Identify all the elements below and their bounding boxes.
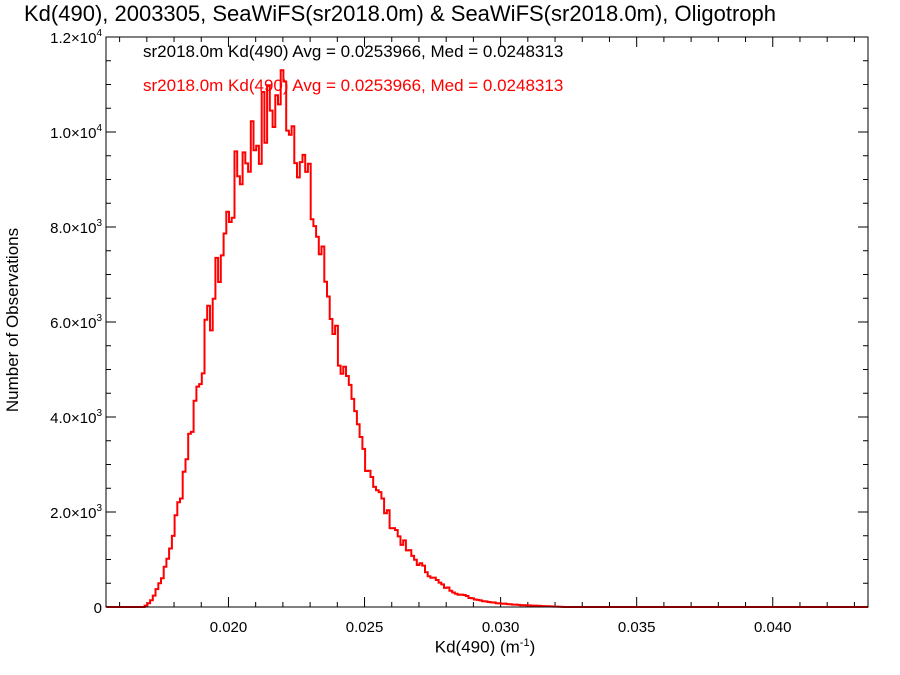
- y-tick-label: 4.0×103: [50, 408, 102, 427]
- x-tick-label: 0.035: [618, 619, 656, 636]
- histogram-series-line: [106, 69, 868, 608]
- y-tick-mantissa: 6.0×10: [50, 315, 96, 332]
- x-axis-label-exponent: -1: [519, 637, 530, 649]
- y-tick-label: 0: [94, 600, 102, 617]
- y-tick-exponent: 3: [96, 408, 102, 419]
- y-tick-exponent: 3: [96, 218, 102, 229]
- y-tick-label: 1.0×104: [50, 123, 102, 142]
- x-tick-label: 0.040: [754, 619, 792, 636]
- x-tick-label: 0.025: [346, 619, 384, 636]
- y-tick-label: 8.0×103: [50, 218, 102, 237]
- y-tick-label: 2.0×103: [50, 503, 102, 522]
- y-tick-mantissa: 8.0×10: [50, 220, 96, 237]
- y-tick-mantissa: 1.0×10: [50, 125, 96, 142]
- axis-layer: 0.020 0.025 0.030 0.035 0.04002.0×1034.0×103…: [50, 28, 868, 636]
- y-tick-mantissa: 0: [94, 600, 102, 617]
- y-tick-label: 6.0×103: [50, 313, 102, 332]
- x-axis-label-text: Kd(490) (m: [434, 637, 520, 657]
- y-tick-mantissa: 1.2×10: [50, 30, 96, 47]
- x-tick-label: 0.020: [210, 619, 248, 636]
- x-axis-label: Kd(490) (m-1): [400, 637, 570, 658]
- y-tick-exponent: 4: [96, 28, 102, 39]
- y-tick-exponent: 3: [96, 313, 102, 324]
- x-tick-label: 0.030: [482, 619, 520, 636]
- y-tick-label: 1.2×104: [50, 28, 102, 47]
- y-tick-exponent: 4: [96, 123, 102, 134]
- plot-frame: [105, 36, 869, 608]
- y-axis-label: Number of Observations: [3, 227, 22, 413]
- y-tick-mantissa: 2.0×10: [50, 505, 96, 522]
- y-tick-mantissa: 4.0×10: [50, 410, 96, 427]
- chart-title: Kd(490), 2003305, SeaWiFS(sr2018.0m) & S…: [24, 1, 776, 26]
- legend-entry-black: sr2018.0m Kd(490) Avg = 0.0253966, Med =…: [143, 42, 564, 61]
- y-tick-exponent: 3: [96, 503, 102, 514]
- legend-entry-red: sr2018.0m Kd(490) Avg = 0.0253966, Med =…: [143, 76, 564, 95]
- x-axis-label-close: ): [529, 637, 536, 657]
